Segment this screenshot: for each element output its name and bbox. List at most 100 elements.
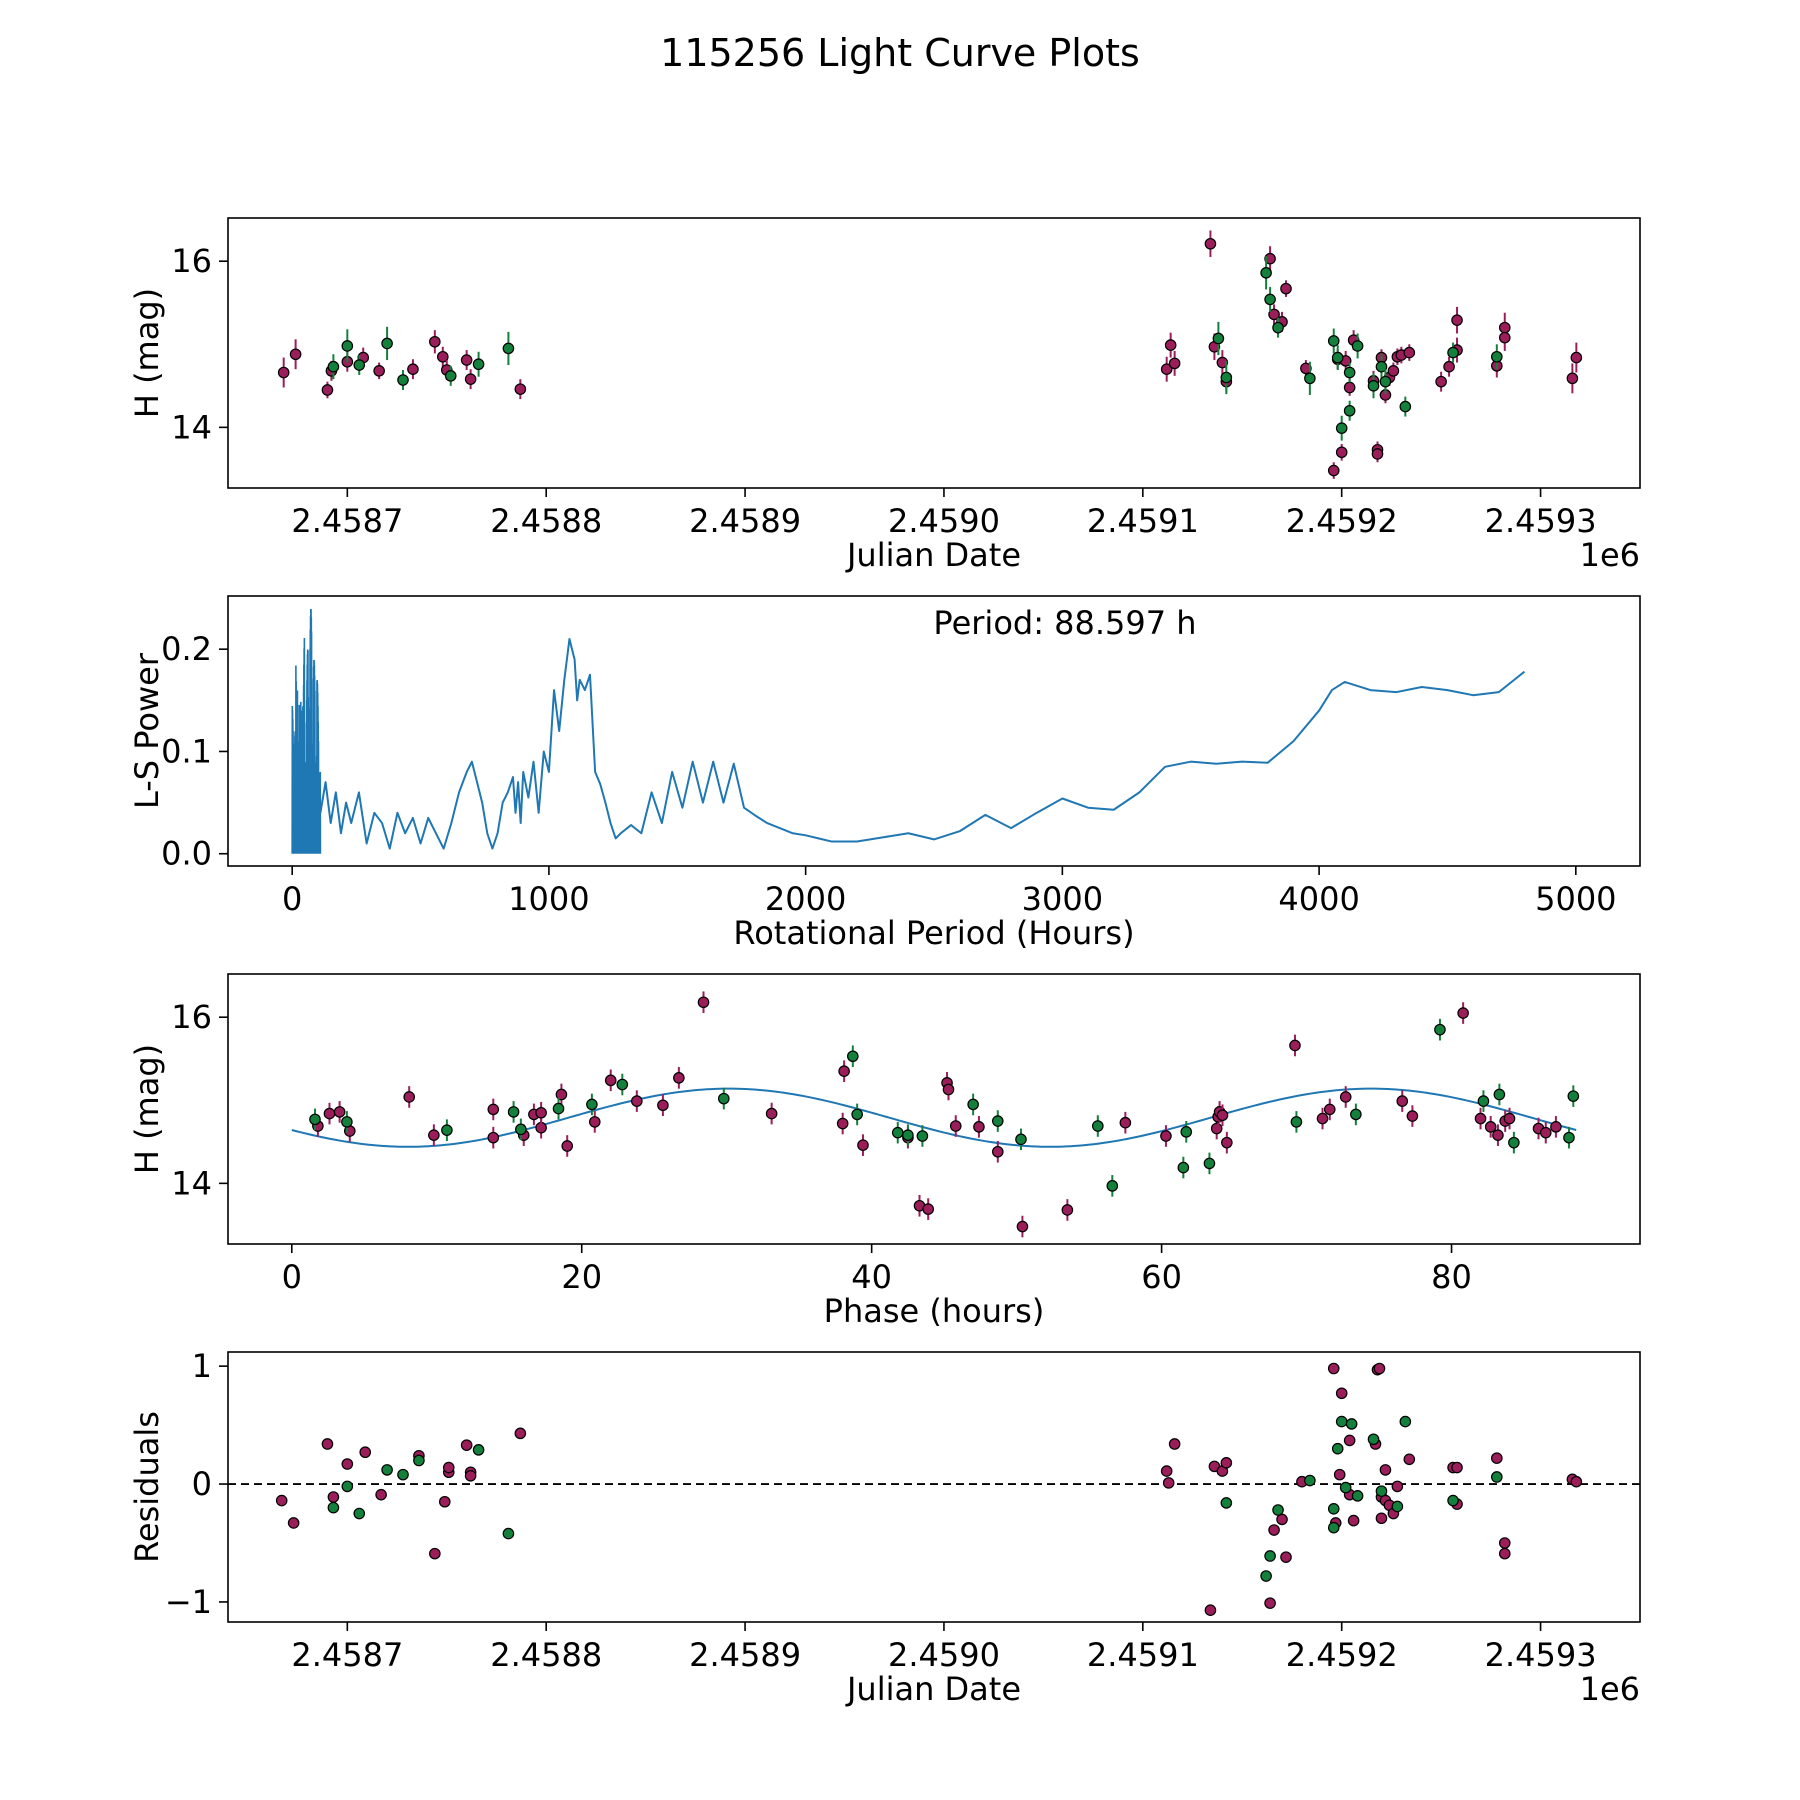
residuals-point-magenta xyxy=(1160,1465,1173,1477)
phase-y-tick-label: 16 xyxy=(171,998,212,1036)
residuals-point-green xyxy=(353,1507,366,1520)
raw-point-green xyxy=(397,374,409,386)
residuals-point-magenta xyxy=(1268,1524,1280,1536)
residuals-point-magenta xyxy=(438,1495,451,1508)
phase-x-tick-label: 20 xyxy=(561,1258,602,1296)
phase-point-green xyxy=(1180,1126,1193,1138)
residuals-point-green xyxy=(381,1464,393,1476)
phase-point-green xyxy=(1434,1023,1446,1036)
phase-point-green xyxy=(967,1098,979,1111)
phase-point-green xyxy=(1106,1180,1119,1192)
raw-point-green xyxy=(1327,335,1340,347)
residuals-point-green xyxy=(1351,1490,1364,1502)
phased-light-curve-panel: 0 20 40 60 80 14 16 Phase (hours) H (mag) xyxy=(128,973,1641,1330)
periodogram-y-tick-label: 0.2 xyxy=(161,630,212,668)
raw-point-green xyxy=(1331,351,1344,364)
raw-point-green xyxy=(1260,267,1272,279)
periodogram-line xyxy=(319,637,1526,850)
residuals-point-green xyxy=(1264,1550,1276,1562)
phase-point-green xyxy=(1290,1116,1303,1128)
raw-point-magenta xyxy=(460,354,473,366)
phase-x-tick-label: 60 xyxy=(1141,1258,1182,1296)
raw-point-green xyxy=(353,359,366,371)
residuals-point-magenta xyxy=(1498,1537,1511,1549)
phase-point-green xyxy=(1203,1157,1216,1170)
raw-point-green xyxy=(1220,371,1233,384)
residuals-x-tick-label: 2.4593 xyxy=(1485,1636,1597,1674)
raw-point-green xyxy=(1264,293,1276,306)
phase-point-magenta xyxy=(604,1074,617,1087)
residuals-point-magenta xyxy=(327,1491,340,1503)
raw-point-green xyxy=(1212,332,1225,345)
residuals-x-tick-label: 2.4587 xyxy=(291,1636,403,1674)
residuals-panel: 2.4587 2.4588 2.4589 2.4590 2.4591 2.4592 2.45… xyxy=(128,1347,1641,1708)
phase-point-magenta xyxy=(765,1107,778,1120)
raw-point-magenta xyxy=(289,348,302,361)
residuals-point-magenta xyxy=(287,1517,300,1529)
raw-x-axis-label: Julian Date xyxy=(845,536,1021,574)
phase-y-tick-label: 14 xyxy=(171,1164,212,1202)
phase-point-green xyxy=(552,1102,565,1115)
phase-point-magenta xyxy=(1484,1121,1497,1133)
raw-point-magenta xyxy=(1443,360,1455,373)
residuals-y-axis-label: Residuals xyxy=(128,1411,166,1563)
raw-point-magenta xyxy=(429,335,441,348)
phase-point-green xyxy=(515,1123,527,1136)
phase-point-magenta xyxy=(323,1107,336,1120)
periodogram-y-tick-label: 0.0 xyxy=(161,835,212,873)
raw-x-tick-label: 2.4593 xyxy=(1485,502,1597,540)
residuals-point-green xyxy=(1399,1415,1412,1428)
residuals-point-green xyxy=(1447,1494,1459,1507)
phase-point-green xyxy=(916,1130,929,1142)
phase-point-green xyxy=(1567,1090,1580,1102)
residuals-point-magenta xyxy=(1343,1434,1356,1447)
phase-point-magenta xyxy=(1503,1112,1516,1125)
raw-point-magenta xyxy=(1566,372,1579,385)
phase-point-green xyxy=(1177,1161,1190,1174)
phase-x-axis-label: Phase (hours) xyxy=(824,1292,1045,1330)
phase-point-magenta xyxy=(535,1106,547,1119)
phase-model-curve xyxy=(291,1087,1577,1148)
phase-point-magenta xyxy=(1216,1109,1229,1122)
residuals-point-green xyxy=(1375,1485,1388,1497)
raw-point-green xyxy=(1399,400,1412,413)
phase-point-magenta xyxy=(922,1203,935,1215)
residuals-point-magenta xyxy=(1375,1512,1388,1525)
residuals-y-tick-label: 1 xyxy=(192,1347,212,1385)
periodogram-spikes xyxy=(291,608,322,854)
periodogram-x-tick-label: 4000 xyxy=(1278,880,1359,918)
raw-point-magenta xyxy=(321,384,334,396)
phase-point-green xyxy=(902,1129,914,1141)
raw-point-green xyxy=(1343,366,1356,379)
residuals-point-magenta xyxy=(1327,1362,1340,1375)
phase-point-magenta xyxy=(697,996,710,1009)
raw-point-magenta xyxy=(1387,365,1400,377)
residuals-point-green xyxy=(1339,1481,1352,1494)
phase-point-green xyxy=(847,1050,859,1063)
residuals-point-magenta xyxy=(464,1469,477,1482)
phase-point-magenta xyxy=(942,1083,955,1096)
phase-point-green xyxy=(507,1106,520,1118)
phase-x-tick-label: 80 xyxy=(1431,1258,1472,1296)
residuals-axes-frame xyxy=(227,1351,1641,1623)
raw-y-axis-label: H (mag) xyxy=(128,288,166,418)
raw-point-green xyxy=(444,370,457,382)
raw-x-tick-label: 2.4587 xyxy=(291,502,403,540)
phase-point-magenta xyxy=(673,1072,685,1084)
residuals-point-magenta xyxy=(1333,1468,1346,1481)
phase-point-magenta xyxy=(1160,1130,1172,1142)
raw-point-magenta xyxy=(1204,237,1217,250)
phase-point-magenta xyxy=(1474,1112,1487,1125)
period-annotation: Period: 88.597 h xyxy=(933,604,1196,642)
periodogram-x-tick-label: 5000 xyxy=(1535,880,1616,918)
raw-point-magenta xyxy=(1335,446,1348,459)
phase-point-magenta xyxy=(403,1091,416,1103)
phase-point-magenta xyxy=(1339,1091,1352,1103)
phase-point-magenta xyxy=(1323,1103,1336,1116)
raw-point-magenta xyxy=(1498,331,1511,344)
phase-point-magenta xyxy=(631,1095,643,1107)
residuals-point-green xyxy=(397,1468,409,1481)
phase-point-green xyxy=(441,1124,453,1136)
periodogram-x-tick-label: 2000 xyxy=(765,880,846,918)
